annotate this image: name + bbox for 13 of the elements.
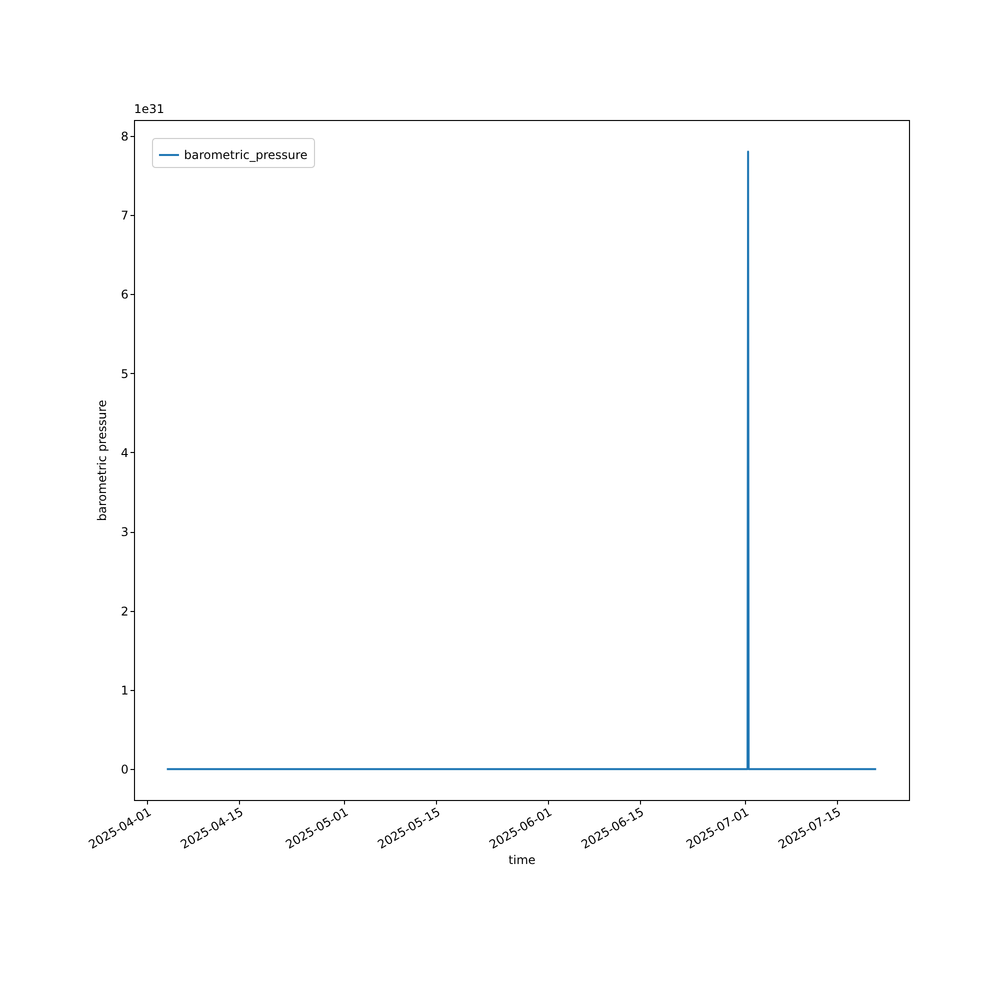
y-tick-label: 2 [120,604,128,618]
y-tick-label: 3 [120,525,128,540]
y-tick-label: 5 [120,366,128,381]
legend-label: barometric_pressure [184,148,308,162]
x-axis-title: time [508,852,536,867]
y-tick-label: 6 [120,288,128,302]
y-tick-label: 1 [120,683,128,698]
y-tick-label: 0 [120,762,128,777]
y-tick-label: 4 [120,446,128,460]
y-tick-label: 8 [120,129,128,144]
text: 1e31 [134,102,164,116]
y-axis-title: barometric pressure [94,400,109,522]
y-tick-label: 7 [120,208,128,222]
